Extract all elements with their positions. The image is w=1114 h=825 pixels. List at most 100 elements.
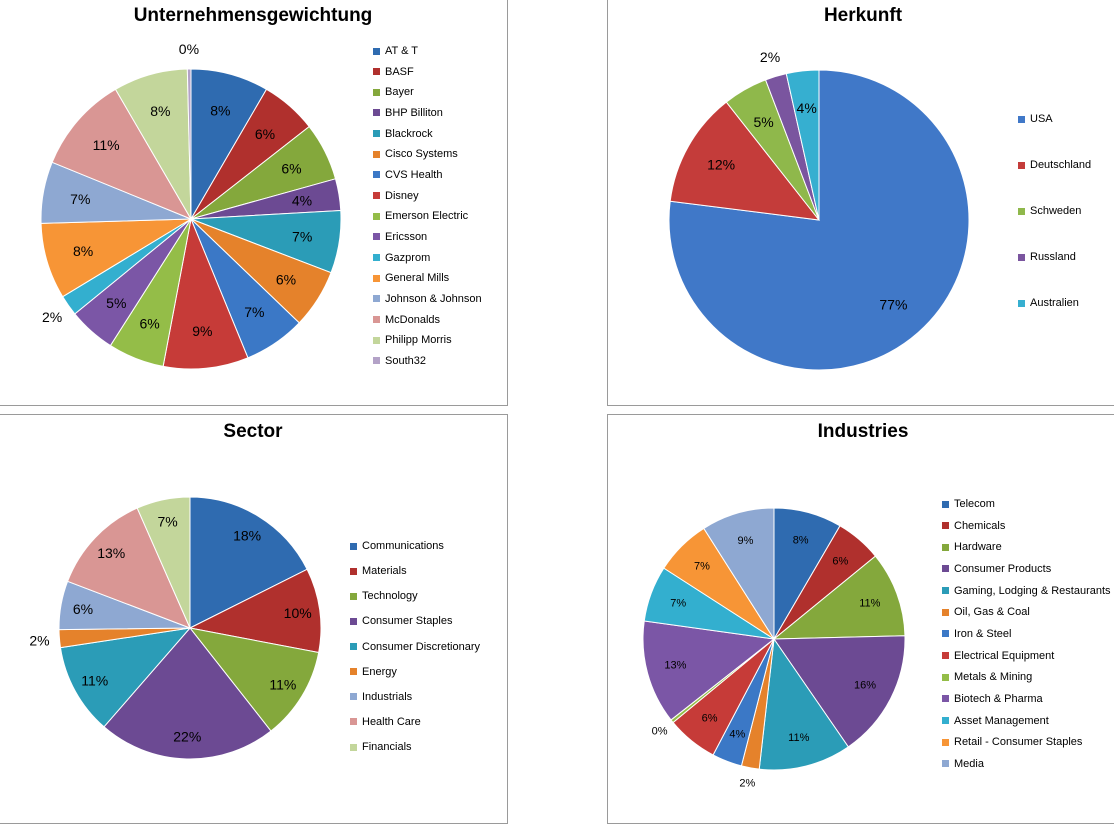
legend-swatch [373,212,380,220]
chart-title: Herkunft [823,5,903,26]
pie-slice-health-care [66,507,191,629]
data-label-bhp-billiton: 4% [292,193,312,209]
legend-swatch [373,68,380,76]
legend-swatch [350,743,357,751]
legend-label: General Mills [385,272,450,285]
legend-swatch [942,543,949,551]
legend-swatch [942,695,949,703]
legend-swatch [373,357,380,365]
legend-label: Johnson & Johnson [385,292,482,305]
data-label-hardware: 11% [859,597,880,609]
data-label-at-and-t: 8% [210,102,230,118]
data-label-technology: 11% [269,677,296,693]
legend-item-electrical-equipment: Electrical Equipment [942,650,1111,662]
legend-label: BASF [385,65,414,78]
data-label-oil-gas-and-coal: 2% [739,778,755,790]
pie-slice-deutschland [669,101,821,221]
legend-swatch [1018,161,1025,169]
legend-item-south32: South32 [373,355,482,367]
data-label-consumer-discretionary: 11% [81,672,108,688]
pie-chart: 8% 6% 11% 16% 11% 2% 4% 6% 0% 13% 7% 7% 9% [642,507,906,790]
legend-item-asset-management: Asset Management [942,715,1111,727]
data-label-blackrock: 7% [292,228,312,244]
pie-chart: 8% 6% 6% 4% 7% 6% 7% 9% 6% 5% 2% 8% 7% 11% 8% 0% [40,41,342,370]
pie-slice-australien [785,69,820,221]
legend-item-cisco-systems: Cisco Systems [373,148,482,160]
legend-label: Communications [362,540,444,552]
pie-slice-biotech-and-pharma [642,620,776,721]
legend-item-gazprom: Gazprom [373,252,482,264]
legend-label: Health Care [362,715,421,728]
legend-item-johnson-and-johnson: Johnson & Johnson [373,293,482,305]
legend-swatch [350,668,357,676]
legend-item-schweden: Schweden [1018,205,1091,217]
legend-item-biotech-and-pharma: Biotech & Pharma [942,693,1111,705]
legend-item-retail-consumer-staples: Retail - Consumer Staples [942,736,1111,748]
legend-label: Biotech & Pharma [954,692,1043,705]
pie-slice-communications [189,496,308,629]
pie-slice-south32 [186,68,192,220]
legend-item-chemicals: Chemicals [942,520,1111,532]
legend-item-bayer: Bayer [373,86,482,98]
legend-item-industrials: Industrials [350,691,480,703]
data-label-usa: 77% [879,296,907,312]
legend-item-bhp-billiton: BHP Billiton [373,107,482,119]
data-label-emerson-electric: 6% [139,316,159,332]
legend-label: Media [954,757,984,770]
data-label-health-care: 13% [97,545,125,561]
legend-swatch [373,88,380,96]
legend-item-at-and-t: AT & T [373,45,482,57]
legend-label: Cisco Systems [385,148,458,161]
legend-item-materials: Materials [350,565,480,577]
chart-panel-sector: Sector 18% 10% 11% 22% 11% 2% 6% 13% 7% Communic… [0,414,508,824]
chart-title: Sector [223,421,283,442]
legend-item-mcdonalds: McDonalds [373,314,482,326]
data-label-cisco-systems: 6% [276,271,296,287]
legend-item-communications: Communications [350,540,480,552]
legend-item-basf: BASF [373,66,482,78]
legend-swatch [350,643,357,650]
pie-slice-mcdonalds [51,88,193,221]
legend-swatch [373,316,380,324]
legend-item-oil-gas-and-coal: Oil, Gas & Coal [942,606,1111,618]
legend-swatch [942,738,949,746]
pie-chart: 77% 12% 5% 2% 4% [668,49,970,371]
legend-swatch [373,233,380,241]
data-label-gazprom: 2% [42,309,62,325]
legend-item-energy: Energy [350,666,480,678]
legend-label: Metals & Mining [954,671,1033,684]
pie-slice-consumer-discretionary [59,627,192,728]
pie-slice-media [703,507,775,641]
data-label-disney: 9% [192,323,212,339]
data-label-cvs-health: 7% [244,304,264,320]
legend-label: Disney [385,189,419,202]
legend-item-metals-and-mining: Metals & Mining [942,671,1111,683]
legend-label: Bayer [385,86,414,99]
legend-item-ericsson: Ericsson [373,231,482,243]
legend-swatch [1018,299,1025,307]
chart-title: Industries [817,421,909,442]
legend-label: Materials [362,565,407,578]
pie-slice-usa [668,69,970,371]
legend-swatch [942,652,949,660]
pie-slice-hardware [772,555,906,640]
legend-label: McDonalds [385,313,441,326]
data-label-philipp-morris: 8% [150,103,170,119]
legend-label: Oil, Gas & Coal [954,606,1030,619]
data-label-general-mills: 8% [73,243,93,259]
legend: Telecom Chemicals Hardware Consumer Product… [942,498,1111,770]
data-label-russland: 2% [760,49,780,65]
legend-item-cvs-health: CVS Health [373,169,482,181]
legend-item-philipp-morris: Philipp Morris [373,334,482,346]
legend-label: Industrials [362,690,413,703]
chart-panel-herkunft: Herkunft 77% 12% 5% 2% 4% USA Deutschland Schw… [607,0,1114,406]
legend-swatch [942,717,949,725]
legend-label: Schweden [1030,205,1082,217]
legend-swatch [373,47,380,55]
legend-label: Consumer Discretionary [362,640,480,653]
legend-label: Retail - Consumer Staples [954,736,1083,749]
pie-slice-gaming-lodging-and-restaurants [758,637,850,771]
legend-item-financials: Financials [350,741,480,753]
legend-item-emerson-electric: Emerson Electric [373,210,482,222]
data-label-electrical-equipment: 6% [702,712,718,724]
